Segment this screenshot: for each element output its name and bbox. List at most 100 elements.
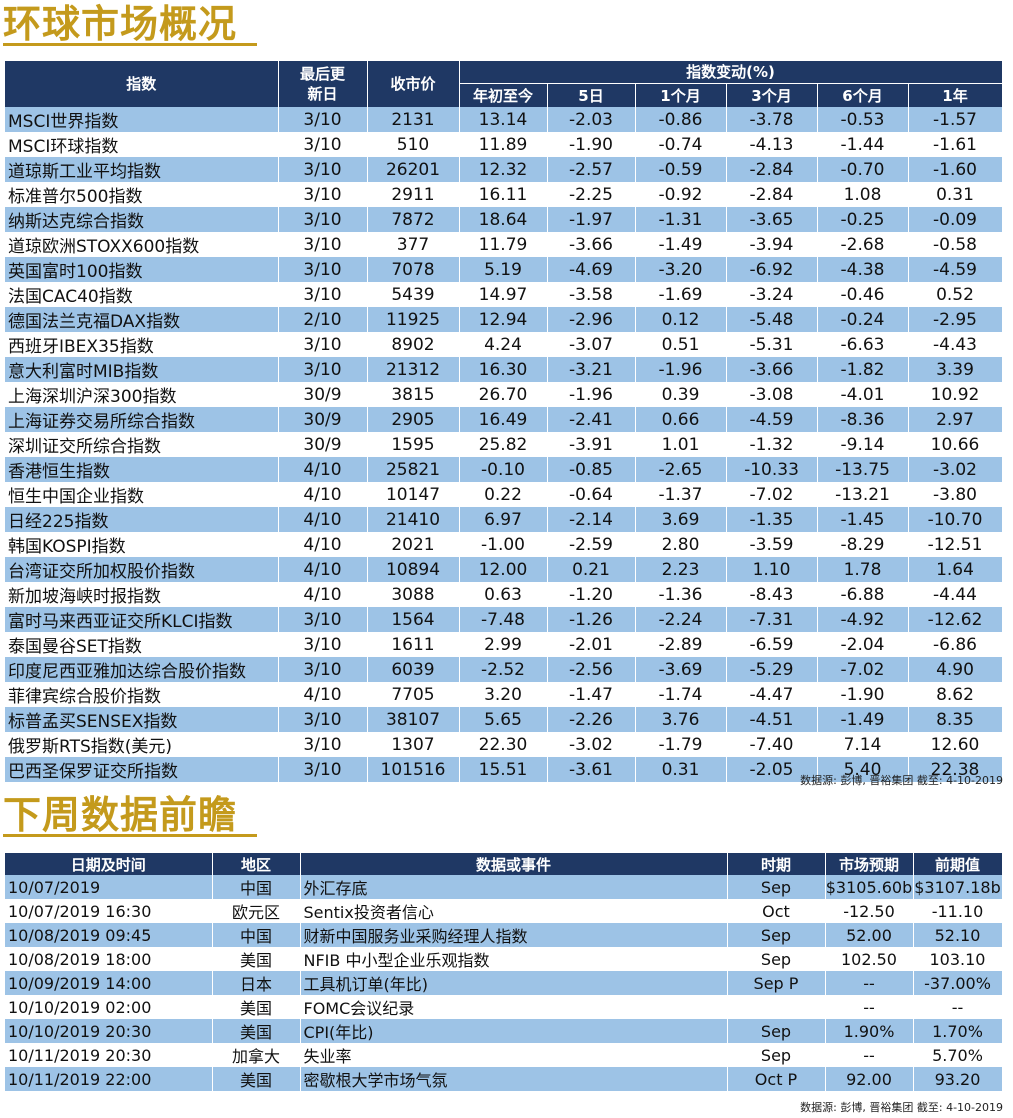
table-row: 10/09/2019 14:00 日本 工具机订单(年比) Sep P -- -37.00… (5, 971, 1003, 995)
cell-change-6m: -8.29 (817, 532, 909, 557)
cell-last-update: 4/10 (278, 457, 368, 482)
cell-change-3m: -2.84 (726, 157, 818, 182)
cell-change-6m: -0.24 (817, 307, 909, 332)
header-datetime: 日期及时间 (5, 853, 213, 875)
cell-change-6m: 5.40 (817, 757, 909, 782)
cell-close: 11925 (367, 307, 460, 332)
cell-forecast: 92.00 (825, 1067, 914, 1091)
header-period: 时期 (727, 853, 826, 875)
cell-change-1m: -1.31 (635, 207, 727, 232)
cell-change-1y: 0.31 (908, 182, 1003, 207)
cell-change-6m: 1.08 (817, 182, 909, 207)
cell-period: Oct (727, 899, 826, 923)
cell-change-6m: -1.82 (817, 357, 909, 382)
cell-change-5d: -2.59 (547, 532, 636, 557)
section-title-next-week: 下周数据前瞻 (3, 793, 238, 837)
cell-change-5d: -2.96 (547, 307, 636, 332)
cell-change-1m: 0.12 (635, 307, 727, 332)
cell-change-3m: -3.08 (726, 382, 818, 407)
cell-change-1y: -0.09 (908, 207, 1003, 232)
cell-last-update: 4/10 (278, 582, 368, 607)
cell-change-3m: -3.65 (726, 207, 818, 232)
cell-change-1m: -3.20 (635, 257, 727, 282)
cell-index-name: 台湾证交所加权股价指数 (5, 557, 279, 582)
cell-change-1m: -0.92 (635, 182, 727, 207)
cell-change-5d: -2.41 (547, 407, 636, 432)
cell-close: 510 (367, 132, 460, 157)
cell-change-3m: -3.94 (726, 232, 818, 257)
cell-last-update: 3/10 (278, 732, 368, 757)
cell-change-6m: -4.01 (817, 382, 909, 407)
cell-change-5d: -2.57 (547, 157, 636, 182)
cell-datetime: 10/09/2019 14:00 (5, 971, 213, 995)
table-row: 道琼斯工业平均指数 3/10 26201 12.32 -2.57 -0.59 -2.84 -0… (5, 157, 1003, 182)
cell-close: 3088 (367, 582, 460, 607)
cell-change-3m: -5.31 (726, 332, 818, 357)
cell-change-3m: -3.66 (726, 357, 818, 382)
cell-change-1y: 10.92 (908, 382, 1003, 407)
cell-change-1m: 0.39 (635, 382, 727, 407)
cell-index-name: MSCI世界指数 (5, 107, 279, 132)
cell-change-3m: -1.32 (726, 432, 818, 457)
cell-change-1y: -6.86 (908, 632, 1003, 657)
table-row: 俄罗斯RTS指数(美元) 3/10 1307 22.30 -3.02 -1.79 -7.40… (5, 732, 1003, 757)
cell-last-update: 3/10 (278, 207, 368, 232)
table-row: 德国法兰克福DAX指数 2/10 11925 12.94 -2.96 0.12 -5.48-… (5, 307, 1003, 332)
table-row: 香港恒生指数 4/10 25821 -0.10 -0.85 -2.65 -10.33 -13.… (5, 457, 1003, 482)
cell-change-1m: 2.23 (635, 557, 727, 582)
cell-region: 中国 (212, 875, 301, 899)
cell-previous: 52.10 (913, 923, 1003, 947)
table-row: 恒生中国企业指数 4/10 10147 0.22 -0.64 -1.37 -7.02 -13.… (5, 482, 1003, 507)
cell-ytd: 4.24 (459, 332, 548, 357)
cell-change-6m: -13.75 (817, 457, 909, 482)
cell-change-1m: -2.24 (635, 607, 727, 632)
cell-last-update: 3/10 (278, 757, 368, 782)
cell-forecast: 102.50 (825, 947, 914, 971)
cell-change-1m: -1.79 (635, 732, 727, 757)
cell-close: 7705 (367, 682, 460, 707)
cell-ytd: 18.64 (459, 207, 548, 232)
cell-region: 美国 (212, 995, 301, 1019)
header-change-group: 指数变动(%) (459, 61, 1003, 84)
cell-change-1m: -1.49 (635, 232, 727, 257)
cell-change-1y: -4.59 (908, 257, 1003, 282)
table-row: 10/07/2019 中国 外汇存底 Sep $3105.60b $3107.18b (5, 875, 1003, 899)
cell-ytd: 12.94 (459, 307, 548, 332)
cell-change-3m: 1.10 (726, 557, 818, 582)
cell-period (727, 995, 826, 1019)
cell-region: 加拿大 (212, 1043, 301, 1067)
cell-change-1y: -12.51 (908, 532, 1003, 557)
cell-change-1y: 8.35 (908, 707, 1003, 732)
table-row: 西班牙IBEX35指数 3/10 8902 4.24 -3.07 0.51 -5.31 -6.… (5, 332, 1003, 357)
cell-change-1y: -4.43 (908, 332, 1003, 357)
cell-change-5d: -0.64 (547, 482, 636, 507)
cell-change-5d: -2.25 (547, 182, 636, 207)
cell-change-6m: -9.14 (817, 432, 909, 457)
header-previous: 前期值 (913, 853, 1003, 875)
cell-change-1y: 0.52 (908, 282, 1003, 307)
cell-last-update: 3/10 (278, 257, 368, 282)
cell-change-6m: -0.46 (817, 282, 909, 307)
cell-period: Sep (727, 1043, 826, 1067)
cell-change-5d: -4.69 (547, 257, 636, 282)
next-week-body: 10/07/2019 中国 外汇存底 Sep $3105.60b $3107.18b 10/… (5, 875, 1003, 1091)
table-row: 10/11/2019 20:30 加拿大 失业率 Sep -- 5.70% (5, 1043, 1003, 1067)
cell-close: 26201 (367, 157, 460, 182)
table-row: 10/10/2019 02:00 美国 FOMC会议纪录 -- -- (5, 995, 1003, 1019)
cell-last-update: 3/10 (278, 332, 368, 357)
cell-period: Sep P (727, 971, 826, 995)
table-row: 英国富时100指数 3/10 7078 5.19 -4.69 -3.20 -6.92 -4.3… (5, 257, 1003, 282)
table-row: 新加坡海峡时报指数 4/10 3088 0.63 -1.20 -1.36 -8.43 -6.8… (5, 582, 1003, 607)
cell-close: 1595 (367, 432, 460, 457)
cell-change-3m: -4.13 (726, 132, 818, 157)
cell-datetime: 10/11/2019 20:30 (5, 1043, 213, 1067)
cell-region: 美国 (212, 947, 301, 971)
table-row: 标普孟买SENSEX指数 3/10 38107 5.65 -2.26 3.76 -4.51-… (5, 707, 1003, 732)
cell-ytd: 5.19 (459, 257, 548, 282)
cell-change-6m: -7.02 (817, 657, 909, 682)
cell-change-3m: -2.84 (726, 182, 818, 207)
cell-index-name: 恒生中国企业指数 (5, 482, 279, 507)
cell-change-6m: 7.14 (817, 732, 909, 757)
cell-change-5d: -1.20 (547, 582, 636, 607)
cell-change-1y: -1.57 (908, 107, 1003, 132)
